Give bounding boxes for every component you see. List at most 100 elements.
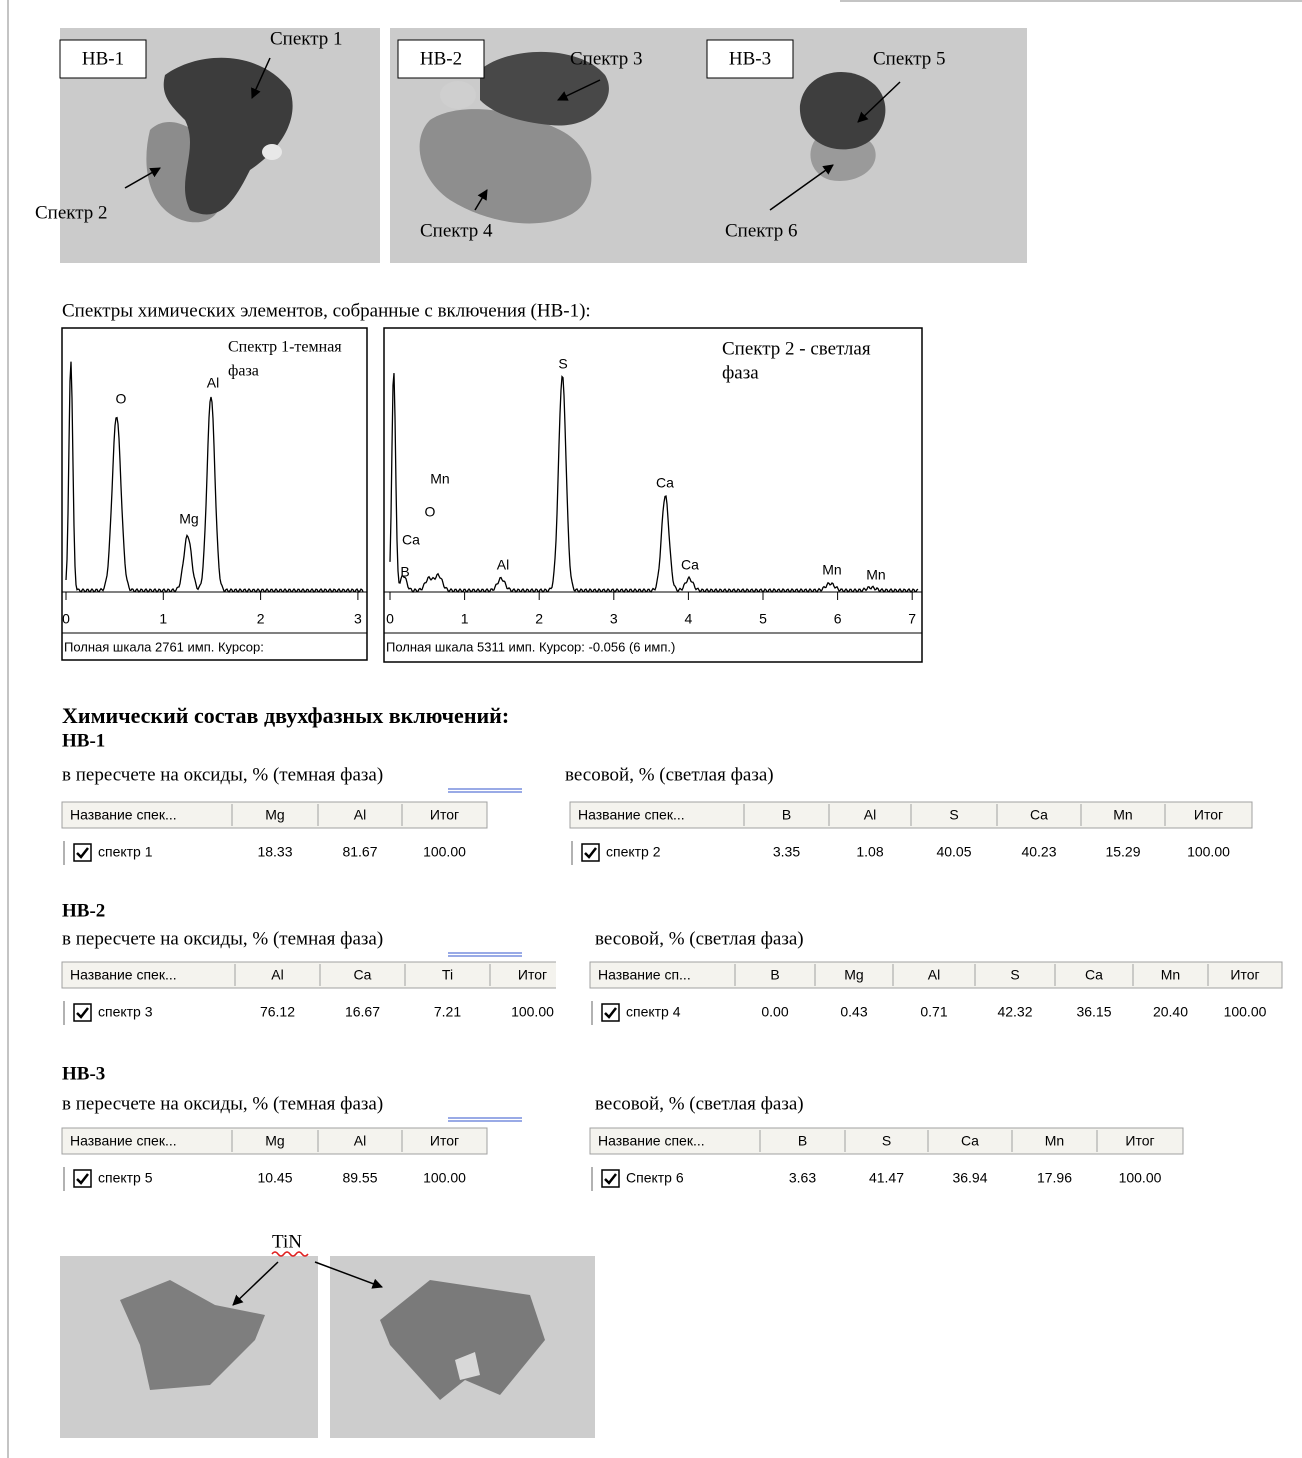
table-cell: 7.21 bbox=[434, 1004, 461, 1020]
table-cell: 36.94 bbox=[952, 1170, 987, 1186]
column-header: S bbox=[949, 807, 958, 823]
table-cell: 100.00 bbox=[511, 1004, 554, 1020]
column-header: Ca bbox=[354, 967, 372, 983]
table-cell: 76.12 bbox=[260, 1004, 295, 1020]
column-header: Итог bbox=[1230, 967, 1259, 983]
column-header: Название спек... bbox=[70, 807, 177, 823]
data-table: Название спек...MgAlИтогспектр 118.3381.… bbox=[62, 802, 487, 865]
column-header: Итог bbox=[1194, 807, 1223, 823]
checkbox bbox=[74, 1170, 91, 1187]
caption: в пересчете на оксиды, % (темная фаза) bbox=[62, 928, 383, 949]
peak-label: Al bbox=[497, 557, 509, 573]
column-header: Mn bbox=[1045, 1133, 1064, 1149]
page: НВ-1Спектр 1Спектр 2НВ-2Спектр 3Спектр 4… bbox=[0, 0, 1302, 1458]
caption: в пересчете на оксиды, % (темная фаза) bbox=[62, 764, 383, 785]
spectrum-footer: Полная шкала 5311 имп. Курсор: -0.056 (6… bbox=[386, 639, 675, 654]
annotation: Спектр 4 bbox=[420, 220, 493, 241]
peak-label: S bbox=[558, 356, 567, 372]
caption: весовой, % (светлая фаза) bbox=[595, 1093, 804, 1114]
column-header: Название спек... bbox=[70, 967, 177, 983]
column-header: S bbox=[882, 1133, 891, 1149]
table-cell: спектр 2 bbox=[606, 844, 661, 860]
x-tick-label: 0 bbox=[386, 611, 394, 627]
table-cell: 100.00 bbox=[423, 844, 466, 860]
checkbox bbox=[602, 1170, 619, 1187]
table-cell: Спектр 6 bbox=[626, 1170, 684, 1186]
column-header: Al bbox=[271, 967, 283, 983]
column-header: Итог bbox=[430, 1133, 459, 1149]
spectra-caption: Спектры химических элементов, собранные … bbox=[62, 300, 591, 321]
table-cell: 15.29 bbox=[1105, 844, 1140, 860]
annotation: Спектр 5 bbox=[873, 48, 946, 69]
inclusion bbox=[800, 72, 886, 149]
peak-label: Mn bbox=[430, 471, 449, 487]
caption: весовой, % (светлая фаза) bbox=[565, 764, 774, 785]
table-cell: 1.08 bbox=[856, 844, 883, 860]
annotation: Спектр 2 bbox=[35, 202, 108, 223]
group-name: НВ-3 bbox=[62, 1063, 105, 1084]
x-tick-label: 2 bbox=[535, 611, 543, 627]
column-header: B bbox=[798, 1133, 807, 1149]
column-header: Ca bbox=[1085, 967, 1103, 983]
table-cell: 17.96 bbox=[1037, 1170, 1072, 1186]
table-cell: 100.00 bbox=[1187, 844, 1230, 860]
data-table: Название спек... Al Ca Ti Итог спектр 3 76.12 1… bbox=[62, 962, 575, 1025]
column-header: Mn bbox=[1161, 967, 1180, 983]
x-tick-label: 2 bbox=[257, 611, 265, 627]
spectrum-title: Спектр 2 - светлая bbox=[722, 338, 871, 359]
column-header: Al bbox=[864, 807, 876, 823]
table-cell: спектр 1 bbox=[98, 844, 153, 860]
peak-label: B bbox=[400, 564, 409, 580]
table-cell: спектр 3 bbox=[98, 1004, 153, 1020]
column-header: Ti bbox=[442, 967, 453, 983]
spectrum-title: Спектр 1-темная bbox=[228, 339, 342, 356]
column-header: Al bbox=[928, 967, 940, 983]
column-header: Название сп... bbox=[598, 967, 691, 983]
spell-underline bbox=[272, 1252, 308, 1256]
column-header: Итог bbox=[1125, 1133, 1154, 1149]
table-cell: 81.67 bbox=[342, 844, 377, 860]
annotation: Спектр 1 bbox=[270, 28, 343, 49]
column-header: Mn bbox=[1113, 807, 1132, 823]
micrograph-label: НВ-1 bbox=[82, 48, 124, 69]
column-header: B bbox=[782, 807, 791, 823]
table-cell: 100.00 bbox=[423, 1170, 466, 1186]
column-header: Mg bbox=[265, 1133, 284, 1149]
tin-label: TiN bbox=[272, 1231, 302, 1252]
column-header: S bbox=[1010, 967, 1019, 983]
table-cell: 41.47 bbox=[869, 1170, 904, 1186]
x-tick-label: 1 bbox=[159, 611, 167, 627]
peak-label: Ca bbox=[402, 532, 420, 548]
spectrum-title: фаза bbox=[722, 362, 759, 383]
x-tick-label: 0 bbox=[62, 611, 70, 627]
x-tick-label: 7 bbox=[908, 611, 916, 627]
column-header: Итог bbox=[518, 967, 547, 983]
x-tick-label: 1 bbox=[461, 611, 469, 627]
table-cell: 0.43 bbox=[840, 1004, 867, 1020]
checkbox bbox=[582, 844, 599, 861]
inclusion bbox=[440, 81, 476, 109]
table-cell: 18.33 bbox=[257, 844, 292, 860]
table-cell: 0.00 bbox=[761, 1004, 788, 1020]
checkbox bbox=[74, 1004, 91, 1021]
table-cell: 20.40 bbox=[1153, 1004, 1188, 1020]
peak-label: Mn bbox=[866, 567, 885, 583]
table-cell: 0.71 bbox=[920, 1004, 947, 1020]
table-cell: спектр 4 bbox=[626, 1004, 681, 1020]
table-cell: 100.00 bbox=[1119, 1170, 1162, 1186]
column-header: Название спек... bbox=[578, 807, 685, 823]
column-header: Mg bbox=[844, 967, 863, 983]
peak-label: Ca bbox=[656, 475, 674, 491]
peak-label: Mn bbox=[822, 562, 841, 578]
peak-label: Al bbox=[207, 375, 219, 391]
spectrum-title: фаза bbox=[228, 363, 259, 380]
micrograph-label: НВ-3 bbox=[729, 48, 771, 69]
section-title: Химический состав двухфазных включений: bbox=[62, 703, 509, 728]
peak-label: O bbox=[116, 391, 127, 407]
table-cell: 36.15 bbox=[1076, 1004, 1111, 1020]
table-cell: 3.35 bbox=[773, 844, 800, 860]
column-header: Название спек... bbox=[598, 1133, 705, 1149]
table-cell: 40.05 bbox=[936, 844, 971, 860]
group-name: НВ-1 bbox=[62, 730, 105, 751]
